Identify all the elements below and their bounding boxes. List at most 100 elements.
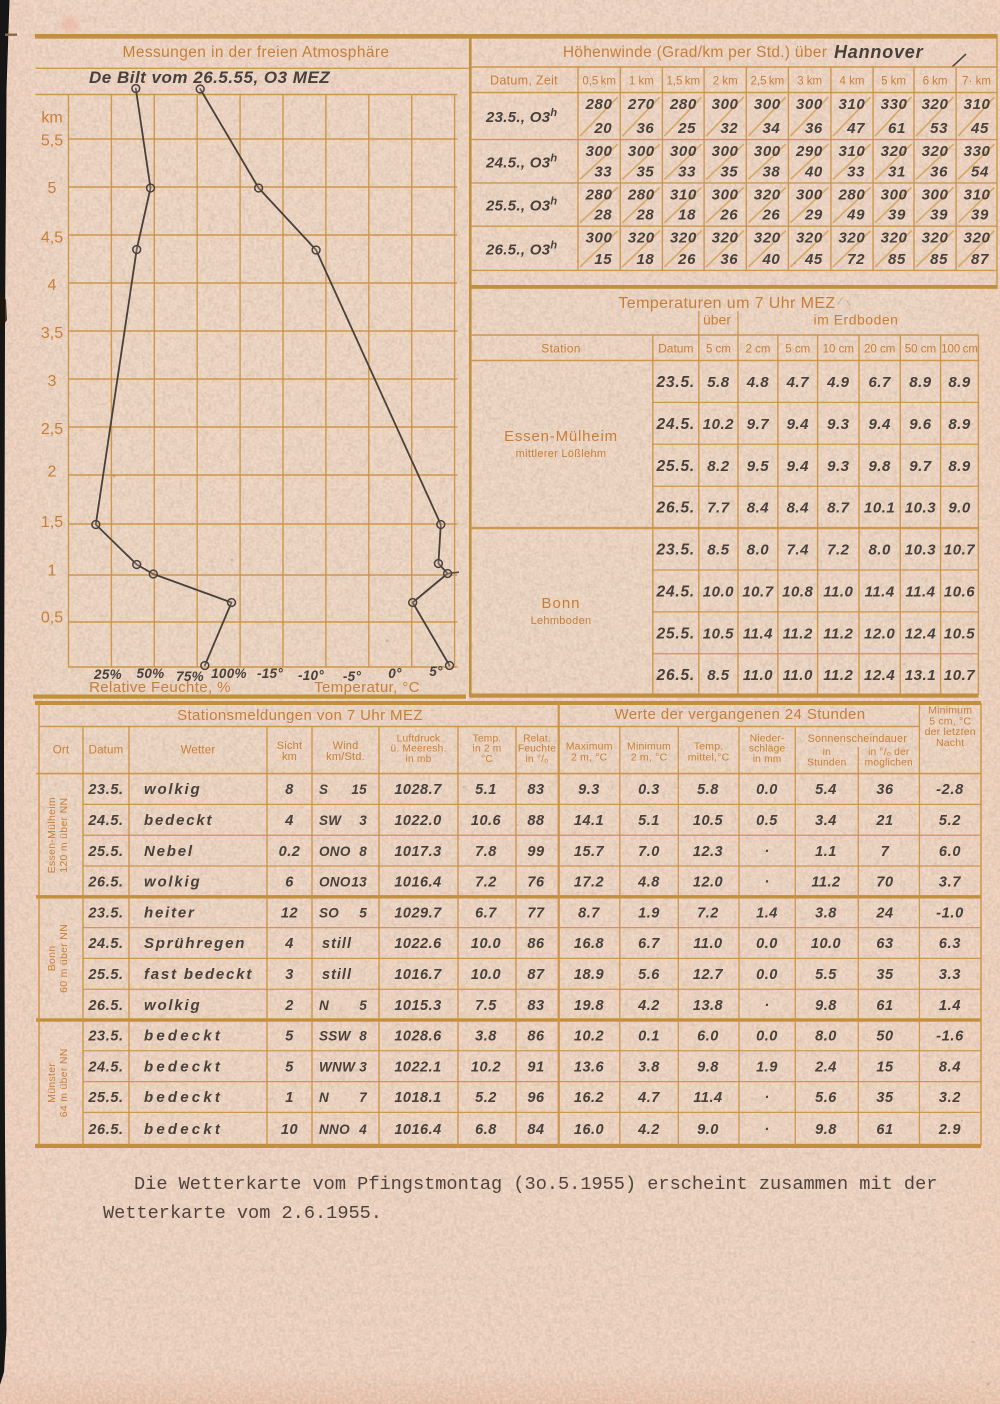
svg-text:11.2: 11.2 [783, 625, 813, 642]
svg-text:40: 40 [804, 163, 823, 180]
svg-text:wolkig: wolkig [144, 781, 201, 798]
svg-text:0.2: 0.2 [279, 844, 301, 860]
svg-text:63: 63 [876, 936, 893, 952]
svg-text:11.2: 11.2 [823, 625, 853, 642]
svg-text:36: 36 [720, 251, 738, 268]
svg-text:SW: SW [319, 813, 342, 828]
svg-text:23.5.: 23.5. [656, 374, 695, 391]
svg-text:53: 53 [930, 120, 948, 137]
svg-text:10.0: 10.0 [471, 936, 501, 952]
svg-text:9.4: 9.4 [868, 416, 891, 433]
svg-text:28: 28 [635, 207, 654, 224]
svg-text:bedeckt: bedeckt [144, 1058, 223, 1075]
svg-text:12.7: 12.7 [693, 967, 724, 983]
svg-text:1018.1: 1018.1 [394, 1090, 441, 1106]
svg-text:NNO: NNO [319, 1122, 350, 1137]
svg-text:13: 13 [351, 875, 367, 890]
svg-text:10.6: 10.6 [471, 813, 502, 829]
svg-text:6.7: 6.7 [638, 936, 660, 952]
svg-text:15.7: 15.7 [574, 844, 605, 860]
svg-text:7.2: 7.2 [697, 905, 719, 921]
svg-text:WNW: WNW [319, 1059, 356, 1074]
svg-text:6.0: 6.0 [697, 1029, 719, 1045]
svg-text:2,5 km: 2,5 km [751, 76, 785, 88]
svg-text:36: 36 [930, 163, 948, 180]
svg-text:7.2: 7.2 [475, 875, 497, 891]
svg-text:11.4: 11.4 [905, 583, 935, 600]
svg-text:13.8: 13.8 [693, 998, 724, 1014]
svg-text:5 km: 5 km [881, 76, 906, 88]
svg-text:0.0: 0.0 [756, 936, 778, 952]
svg-text:75%: 75% [176, 669, 204, 684]
svg-text:2 m, °C: 2 m, °C [631, 752, 668, 764]
svg-text:9.8: 9.8 [697, 1059, 719, 1075]
svg-text:34: 34 [762, 120, 780, 137]
svg-text:86: 86 [527, 1029, 545, 1045]
svg-text:320: 320 [881, 143, 908, 160]
svg-text:320: 320 [922, 143, 949, 160]
svg-text:5: 5 [359, 905, 367, 920]
svg-text:23.5.: 23.5. [87, 782, 123, 798]
svg-text:280: 280 [627, 186, 655, 203]
svg-text:Stunden: Stunden [807, 758, 846, 769]
svg-text:300: 300 [628, 143, 655, 160]
svg-text:40: 40 [761, 251, 780, 268]
svg-text:320: 320 [754, 186, 781, 203]
svg-text:Die Wetterkarte vom Pfingstmon: Die Wetterkarte vom Pfingstmontag (3o.5.… [134, 1174, 937, 1195]
svg-text:Minimum: Minimum [928, 705, 972, 717]
svg-text:320: 320 [922, 96, 949, 113]
svg-text:5.1: 5.1 [475, 782, 497, 798]
svg-text:über: über [703, 312, 731, 328]
svg-text:10.5: 10.5 [703, 625, 734, 642]
svg-text:12: 12 [281, 905, 298, 921]
svg-text:Temp.: Temp. [694, 741, 724, 753]
svg-text:3: 3 [359, 1059, 367, 1074]
svg-text:N: N [319, 1090, 329, 1105]
svg-text:24.5.: 24.5. [656, 416, 695, 433]
svg-text:Nieder-: Nieder- [750, 734, 785, 745]
svg-text:Datum: Datum [89, 745, 124, 757]
svg-text:4: 4 [358, 1122, 367, 1137]
svg-text:möglichen: möglichen [865, 758, 913, 769]
svg-text:10.5: 10.5 [944, 625, 975, 642]
svg-text:Ort: Ort [53, 745, 70, 757]
svg-text:72: 72 [847, 251, 865, 268]
svg-text:0,5: 0,5 [41, 610, 63, 627]
svg-text:Station: Station [541, 342, 580, 356]
svg-text:3: 3 [48, 373, 57, 390]
svg-text:Relat.: Relat. [523, 734, 551, 745]
svg-text:°C: °C [481, 754, 493, 765]
svg-text:Temperaturen um 7 Uhr MEZ: Temperaturen um 7 Uhr MEZ [618, 295, 835, 312]
svg-text:120 m über NN: 120 m über NN [58, 798, 70, 873]
svg-text:39: 39 [888, 207, 906, 224]
svg-text:320: 320 [838, 230, 865, 247]
svg-text:7.5: 7.5 [475, 998, 497, 1014]
svg-text:100 cm: 100 cm [941, 344, 978, 356]
svg-text:Maximum: Maximum [566, 741, 613, 753]
svg-text:5.5: 5.5 [815, 967, 837, 983]
svg-text:5.4: 5.4 [815, 782, 837, 798]
svg-text:km: km [282, 751, 297, 763]
svg-text:83: 83 [527, 998, 544, 1014]
svg-text:km: km [41, 110, 62, 127]
svg-text:9.7: 9.7 [909, 458, 932, 475]
svg-text:2.9: 2.9 [938, 1122, 961, 1138]
svg-text:in °/₀: in °/₀ [525, 754, 548, 765]
svg-text:0.0: 0.0 [756, 967, 778, 983]
svg-text:5.6: 5.6 [815, 1090, 837, 1106]
svg-text:300: 300 [712, 186, 739, 203]
svg-text:300: 300 [586, 143, 613, 160]
svg-text:300: 300 [712, 143, 739, 160]
svg-text:50 cm: 50 cm [905, 344, 936, 356]
svg-text:in mb: in mb [406, 754, 432, 765]
svg-text:6.7: 6.7 [868, 374, 891, 391]
svg-text:5 cm, °C: 5 cm, °C [929, 715, 971, 727]
svg-text:1028.6: 1028.6 [394, 1029, 442, 1045]
svg-text:1,5: 1,5 [41, 514, 63, 531]
svg-text:Nacht: Nacht [936, 737, 964, 749]
svg-text:10.5: 10.5 [693, 813, 724, 829]
svg-text:91: 91 [527, 1059, 544, 1075]
svg-text:11.0: 11.0 [693, 936, 722, 952]
svg-text:8.0: 8.0 [815, 1029, 837, 1045]
svg-text:wolkig: wolkig [144, 874, 201, 891]
